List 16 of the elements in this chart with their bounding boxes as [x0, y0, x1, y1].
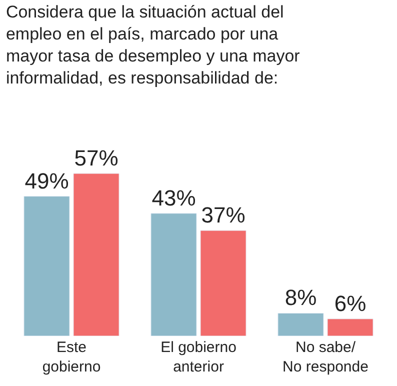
data-label: 6% [334, 290, 366, 316]
bar [73, 173, 120, 336]
bar [278, 312, 324, 336]
bar [150, 213, 197, 336]
data-label: 49% [24, 168, 69, 194]
data-label: 8% [284, 285, 317, 310]
data-label: 57% [74, 146, 118, 170]
bar [327, 318, 374, 336]
chart-title: Considera que la situación actual del empleo en el país, marcado por una mayor tasa de desempleo y una mayor informalidad, es responsabilidad de: [6, 2, 300, 88]
bar [200, 230, 246, 336]
x-tick-label: Este gobierno [42, 339, 101, 376]
data-label: 43% [152, 185, 196, 210]
bar [24, 196, 70, 336]
data-label: 37% [201, 202, 246, 228]
x-tick-label: El gobierno anterior [160, 339, 236, 376]
x-tick-label: No sabe/ No responde [282, 339, 368, 376]
